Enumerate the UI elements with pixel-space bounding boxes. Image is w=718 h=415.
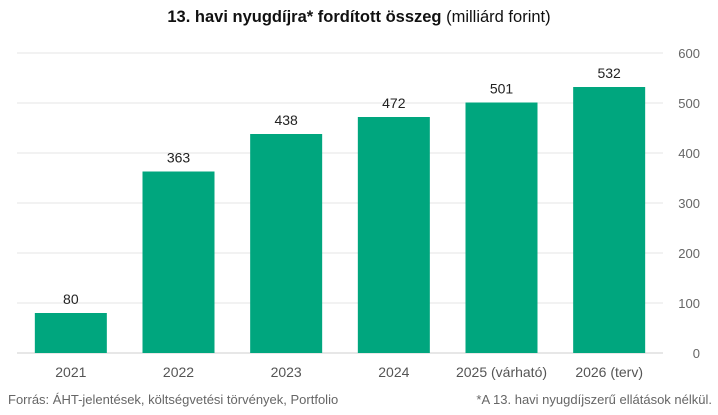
x-tick-label: 2025 (várható)	[456, 364, 547, 380]
x-tick-label: 2021	[55, 364, 86, 380]
x-tick-label: 2022	[163, 364, 194, 380]
y-tick-label: 600	[678, 46, 700, 61]
bar	[465, 102, 538, 353]
y-tick-label: 200	[678, 246, 700, 261]
y-tick-label: 400	[678, 146, 700, 161]
footnote: *A 13. havi nyugdíjszerű ellátások nélkü…	[476, 392, 712, 407]
y-tick-label: 0	[693, 346, 700, 361]
y-tick-label: 100	[678, 296, 700, 311]
bar	[142, 171, 215, 353]
bar	[34, 313, 107, 353]
x-tick-label: 2024	[378, 364, 409, 380]
data-label: 363	[167, 150, 191, 166]
bar	[250, 134, 323, 353]
data-label: 472	[382, 95, 406, 111]
x-tick-label: 2023	[271, 364, 302, 380]
chart-title-unit: (milliárd forint)	[441, 8, 551, 26]
bar	[357, 117, 430, 353]
y-axis-ticks: 0 100 200 300 400 500 600	[678, 46, 700, 361]
data-label: 438	[274, 112, 298, 128]
chart-title: 13. havi nyugdíjra* fordított összeg (mi…	[0, 8, 718, 27]
bars	[34, 87, 646, 353]
data-label: 501	[490, 81, 514, 97]
x-axis-ticks: 2021 2022 2023 2024 2025 (várható) 2026 (terv…	[55, 364, 643, 380]
x-tick-label: 2026 (terv)	[575, 364, 643, 380]
source-note: Forrás: ÁHT-jelentések, költségvetési tö…	[8, 392, 339, 407]
data-label: 532	[597, 65, 621, 81]
y-tick-label: 300	[678, 196, 700, 211]
data-label: 80	[63, 291, 79, 307]
gridlines	[17, 52, 663, 354]
data-labels: 80 363 438 472 501 532	[63, 65, 621, 307]
chart-title-main: 13. havi nyugdíjra* fordított összeg	[167, 8, 442, 26]
y-tick-label: 500	[678, 96, 700, 111]
bar	[573, 87, 646, 353]
